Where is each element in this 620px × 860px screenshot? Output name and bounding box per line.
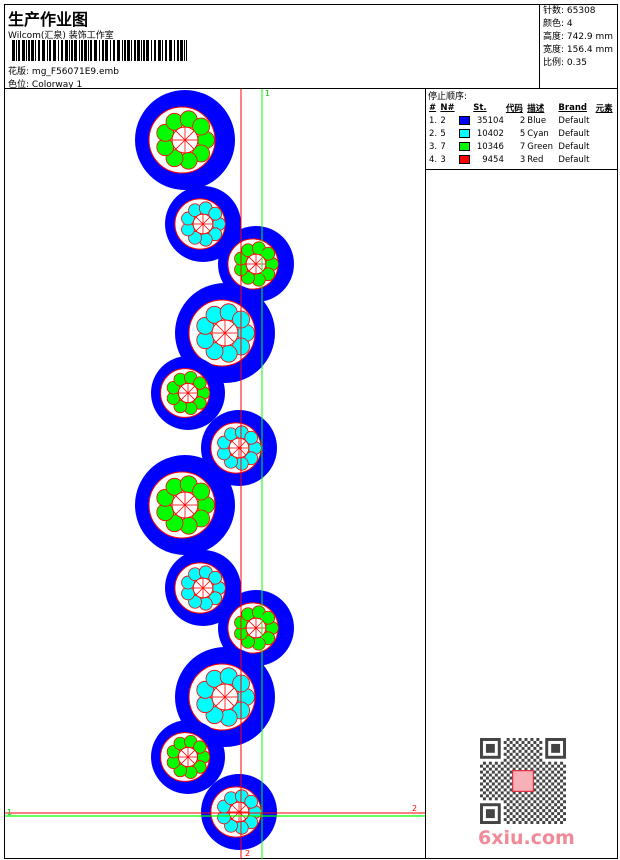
row-brand: Default xyxy=(558,115,590,126)
row-stitches: 10346 xyxy=(476,141,504,152)
col-desc: 描述 xyxy=(527,103,545,114)
row-code: 5 xyxy=(519,128,526,139)
page-title: 生产作业图 xyxy=(8,10,89,29)
file-name: 花版: mg_F56071E9.emb xyxy=(8,64,119,77)
row-code: 2 xyxy=(519,115,526,126)
col-needle: N# xyxy=(440,102,455,113)
embroidery-flower xyxy=(218,226,294,302)
stop-sequence: 停止顺序: # N# St. 代码 描述 Brand 元素 1. 2 35104… xyxy=(426,89,618,170)
row-desc: Green xyxy=(527,141,553,152)
row-desc: Cyan xyxy=(527,128,549,139)
row-brand: Default xyxy=(558,141,590,152)
color-swatch xyxy=(458,115,470,125)
embroidery-flower xyxy=(135,90,235,190)
col-stitches: St. xyxy=(473,102,487,113)
embroidery-flower xyxy=(201,410,277,486)
marker-top-green: 1 xyxy=(265,89,270,98)
header-divider xyxy=(4,88,618,89)
stitch-count: 针数: 65308 xyxy=(543,6,596,16)
design-preview: 1 2 1 2 xyxy=(5,89,425,859)
row-brand: Default xyxy=(558,154,590,165)
design-info: 针数: 65308 颜色: 4 高度: 742.9 mm 宽度: 156.4 m… xyxy=(541,4,618,88)
stop-row: 1. 2 35104 2 Blue Default xyxy=(428,114,616,127)
col-brand: Brand xyxy=(558,102,587,113)
column-divider xyxy=(425,88,426,859)
row-index: 4. xyxy=(429,154,438,165)
file-label: 花版: xyxy=(8,67,30,77)
colorway: 色位: Colorway 1 xyxy=(8,77,82,90)
row-index: 3. xyxy=(429,141,438,152)
row-index: 1. xyxy=(429,115,438,126)
row-needle: 2 xyxy=(440,115,446,126)
stop-row: 3. 7 10346 7 Green Default xyxy=(428,140,616,153)
embroidery-flower xyxy=(151,356,225,430)
marker-right-red: 2 xyxy=(412,804,417,813)
color-count: 颜色: 4 xyxy=(543,19,573,29)
col-index: # xyxy=(429,102,437,113)
row-stitches: 10402 xyxy=(476,128,504,139)
row-desc: Blue xyxy=(527,115,547,126)
colorway-value: Colorway 1 xyxy=(31,80,83,90)
marker-bottom-red: 2 xyxy=(245,849,250,858)
col-element: 元素 xyxy=(595,103,613,114)
col-code: 代码 xyxy=(505,103,523,114)
watermark-logo: 6xiu.com xyxy=(478,827,575,849)
color-swatch xyxy=(458,141,470,151)
embroidery-flower xyxy=(218,590,294,666)
embroidery-flower xyxy=(151,720,225,794)
stop-row: 4. 3 9454 3 Red Default xyxy=(428,153,616,166)
row-needle: 5 xyxy=(440,128,446,139)
stop-table: # N# St. 代码 描述 Brand 元素 1. 2 35104 2 Blu… xyxy=(428,101,616,166)
row-needle: 3 xyxy=(440,154,446,165)
row-needle: 7 xyxy=(440,141,446,152)
color-swatch xyxy=(458,128,470,138)
colorway-label: 色位: xyxy=(8,80,30,90)
row-code: 3 xyxy=(519,154,526,165)
qr-code xyxy=(480,738,566,824)
file-value: mg_F56071E9.emb xyxy=(31,67,119,77)
design-height: 高度: 742.9 mm xyxy=(543,32,614,42)
row-code: 7 xyxy=(519,141,526,152)
marker-left-green: 1 xyxy=(7,808,12,817)
page-frame xyxy=(4,4,618,859)
embroidery-flower xyxy=(135,455,235,555)
row-stitches: 35104 xyxy=(476,115,504,126)
design-width: 宽度: 156.4 mm xyxy=(543,45,614,55)
company-name: Wilcom(汇泉) 装饰工作室 xyxy=(8,31,114,41)
row-brand: Default xyxy=(558,128,590,139)
stop-sequence-title: 停止顺序: xyxy=(428,92,468,102)
design-scale: 比例: 0.35 xyxy=(543,58,587,68)
embroidery-flower xyxy=(165,186,241,262)
stop-row: 2. 5 10402 5 Cyan Default xyxy=(428,127,616,140)
row-desc: Red xyxy=(527,154,544,165)
barcode xyxy=(12,40,187,61)
embroidery-flower xyxy=(201,774,277,850)
row-index: 2. xyxy=(429,128,438,139)
header: 生产作业图 Wilcom(汇泉) 装饰工作室 花版: mg_F56071E9.e… xyxy=(4,4,540,90)
row-stitches: 9454 xyxy=(482,154,504,165)
embroidery-flower xyxy=(165,550,241,626)
color-swatch xyxy=(458,154,470,164)
